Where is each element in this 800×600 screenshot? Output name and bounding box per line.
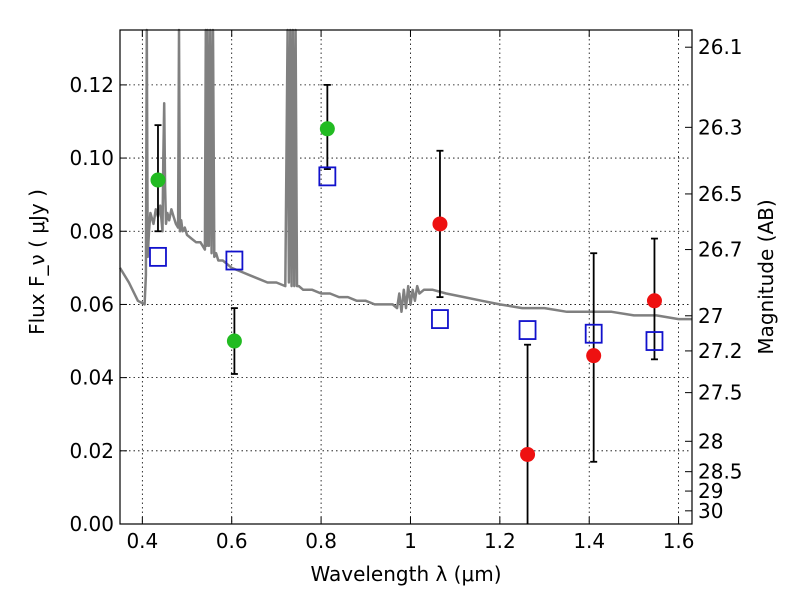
right-tick-label: 27.2 bbox=[698, 339, 743, 363]
y-tick-label: 0.00 bbox=[69, 512, 114, 536]
right-axis-label: Magnitude (AB) bbox=[754, 199, 778, 354]
x-tick-label: 1 bbox=[404, 529, 417, 553]
y-tick-label: 0.08 bbox=[69, 219, 114, 243]
x-tick-label: 1.2 bbox=[484, 529, 516, 553]
y-axis-label: Flux F_ν ( μJy ) bbox=[25, 189, 49, 335]
y-tick-label: 0.02 bbox=[69, 439, 114, 463]
x-tick-label: 0.6 bbox=[216, 529, 248, 553]
marker-layer bbox=[149, 121, 664, 462]
x-tick-label: 0.4 bbox=[126, 529, 158, 553]
spectrum-layer bbox=[118, 28, 692, 321]
data-point-marker bbox=[150, 172, 166, 188]
data-point-marker bbox=[432, 216, 448, 232]
x-tick-label: 1.6 bbox=[663, 529, 695, 553]
data-point-marker bbox=[319, 121, 335, 137]
model-square-marker bbox=[318, 166, 337, 187]
data-point-marker bbox=[226, 333, 242, 349]
label-layer: Wavelength λ (μm) Flux F_ν ( μJy ) Magni… bbox=[25, 189, 778, 586]
right-tick-label: 26.3 bbox=[698, 115, 743, 139]
right-tick-label: 26.5 bbox=[698, 182, 743, 206]
data-point-marker bbox=[646, 293, 662, 309]
x-axis-label: Wavelength λ (μm) bbox=[310, 562, 501, 586]
model-square-marker bbox=[518, 320, 537, 340]
y-tick-label: 0.04 bbox=[69, 366, 114, 390]
right-tick-label: 26.1 bbox=[698, 35, 743, 59]
right-tick-label: 29 bbox=[698, 479, 723, 503]
y-tick-label: 0.10 bbox=[69, 146, 114, 170]
right-tick-label: 28.5 bbox=[698, 460, 743, 484]
right-tick-label: 27.5 bbox=[698, 381, 743, 405]
tick-layer: 0.4 0.6 0.8 1 1.2 1.4 1.6 0.00 0.02 0.04 0.06 0.08 0… bbox=[69, 30, 743, 553]
y-tick-label: 0.12 bbox=[69, 73, 114, 97]
spectrum-line bbox=[118, 28, 692, 321]
model-square-marker bbox=[645, 331, 664, 351]
model-square-marker bbox=[431, 309, 449, 329]
plot-frame bbox=[119, 29, 693, 525]
x-tick-label: 0.8 bbox=[305, 529, 337, 553]
model-square-marker bbox=[149, 246, 167, 267]
right-tick-label: 26.7 bbox=[698, 238, 743, 262]
data-point-marker bbox=[520, 446, 536, 462]
right-tick-label: 28 bbox=[698, 429, 723, 453]
right-tick-label: 30 bbox=[698, 499, 723, 523]
data-point-marker bbox=[586, 348, 602, 364]
x-tick-label: 1.4 bbox=[573, 529, 605, 553]
model-square-marker bbox=[584, 323, 603, 344]
model-square-marker bbox=[225, 250, 244, 271]
right-tick-label: 27 bbox=[698, 304, 723, 328]
y-tick-label: 0.06 bbox=[69, 292, 114, 316]
